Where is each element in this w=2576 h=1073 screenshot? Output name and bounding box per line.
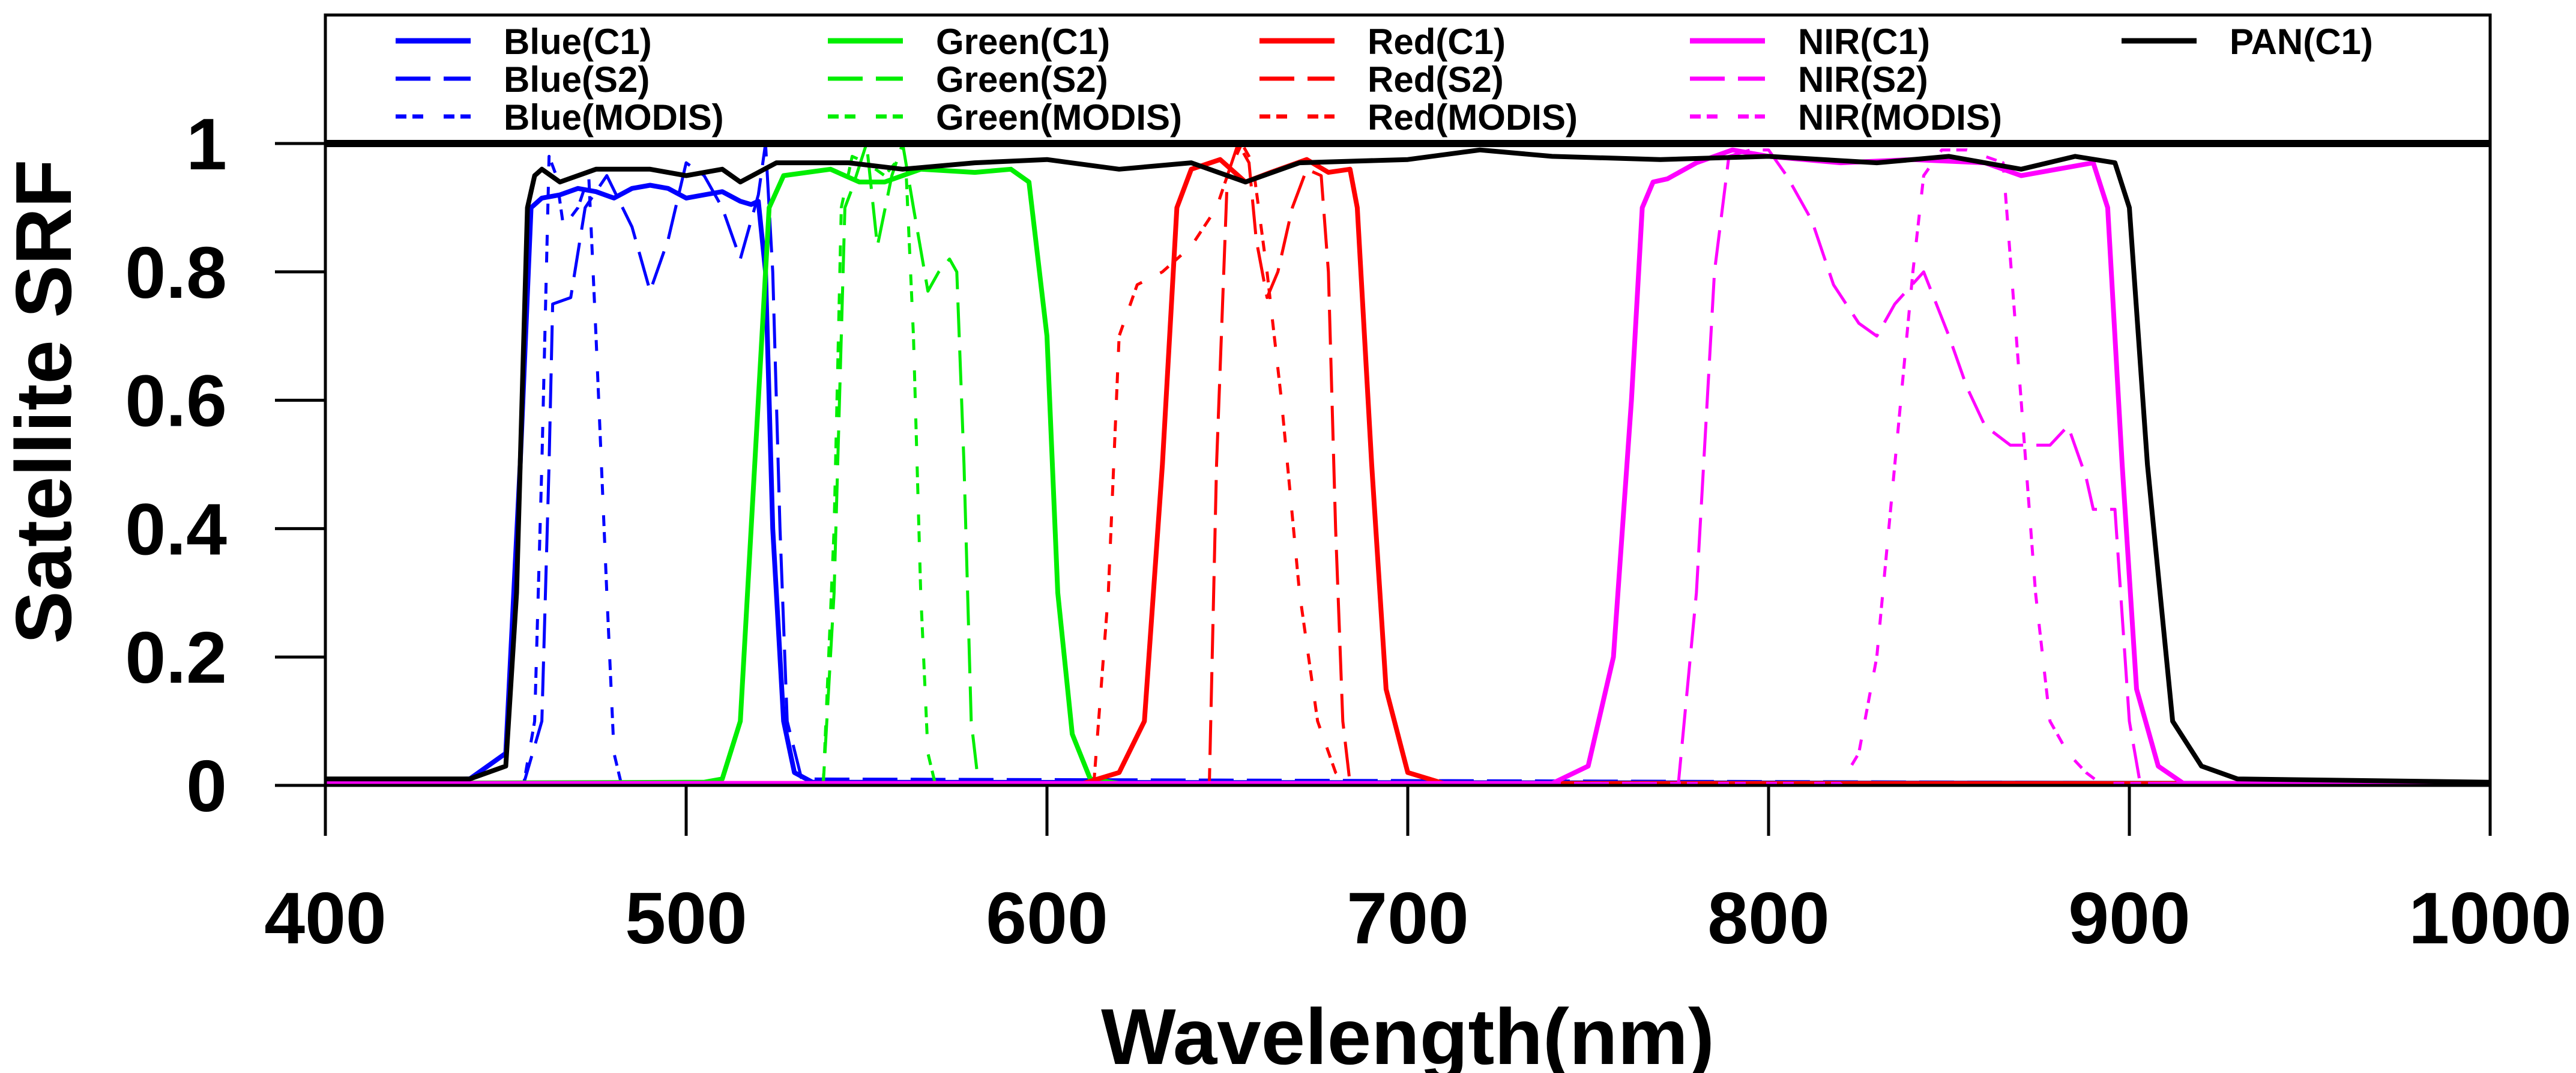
legend-item-blue-s2: Blue(S2) [396,59,650,100]
legend-label: Green(MODIS) [936,97,1182,138]
legend-label: Blue(MODIS) [504,97,724,138]
legend-label: Green(C1) [936,22,1110,62]
y-tick-label: 0.2 [125,617,227,698]
series-line-nir-s2 [325,148,2490,785]
legend-label: Red(S2) [1368,59,1504,100]
series-line-green-modis [325,154,2490,785]
legend-label: Blue(S2) [504,59,650,100]
series-line-blue-s2 [325,142,2491,785]
series-line-green-s2 [325,142,2490,785]
x-tick-label: 1000 [2409,877,2571,959]
series-line-nir-modis [325,148,2490,785]
x-tick-label: 800 [1707,877,1830,959]
legend-label: NIR(S2) [1798,59,1928,100]
x-axis: 400 500 600 700 800 900 1000 [264,785,2572,959]
legend-item-red-modis: Red(MODIS) [1259,97,1578,138]
series-line-nir-c1 [325,147,2490,786]
legend-label: Green(S2) [936,59,1108,100]
legend-item-green-s2: Green(S2) [828,59,1108,100]
legend-item-nir-s2: NIR(S2) [1690,59,1928,100]
y-tick-label: 0.6 [125,360,227,442]
series-line-pan-c1 [325,147,2491,785]
x-tick-label: 600 [986,877,1108,959]
y-tick-label: 0.4 [125,488,227,570]
series-line-red-s2 [325,142,2490,785]
series-layer [325,142,2491,786]
y-tick-label: 0 [186,745,227,827]
x-tick-label: 900 [2068,877,2191,959]
x-tick-label: 500 [625,877,747,959]
y-tick-label: 1 [186,103,227,185]
legend-item-red-s2: Red(S2) [1259,59,1504,100]
series-line-blue-modis [325,154,2490,785]
legend-item-green-modis: Green(MODIS) [828,97,1182,138]
y-axis-title: Satellite SRF [0,160,88,644]
legend-label: NIR(C1) [1798,22,1930,62]
legend-item-red-c1: Red(C1) [1259,22,1506,62]
legend-item-nir-c1: NIR(C1) [1690,22,1930,62]
legend-label: Red(MODIS) [1368,97,1578,138]
legend-item-pan-c1: PAN(C1) [2122,22,2373,62]
legend-label: Red(C1) [1368,22,1506,62]
legend-item-blue-c1: Blue(C1) [396,22,652,62]
legend-item-green-c1: Green(C1) [828,22,1110,62]
series-line-red-c1 [325,157,2490,786]
series-line-blue-c1 [325,183,2491,786]
x-axis-title: Wavelength(nm) [1101,993,1715,1073]
x-tick-label: 400 [264,877,387,959]
legend-item-nir-modis: NIR(MODIS) [1690,97,2002,138]
series-line-green-c1 [325,166,2490,786]
legend-label: NIR(MODIS) [1798,97,2002,138]
y-axis: 0 0.2 0.4 0.6 0.8 1 [125,103,325,827]
legend: Blue(C1)Blue(S2)Blue(MODIS)Green(C1)Gree… [396,22,2373,138]
x-tick-label: 700 [1347,877,1469,959]
y-tick-label: 0.8 [125,232,227,313]
legend-label: PAN(C1) [2230,22,2373,62]
legend-label: Blue(C1) [504,22,652,62]
series-line-red-modis [325,142,2490,785]
legend-item-blue-modis: Blue(MODIS) [396,97,724,138]
